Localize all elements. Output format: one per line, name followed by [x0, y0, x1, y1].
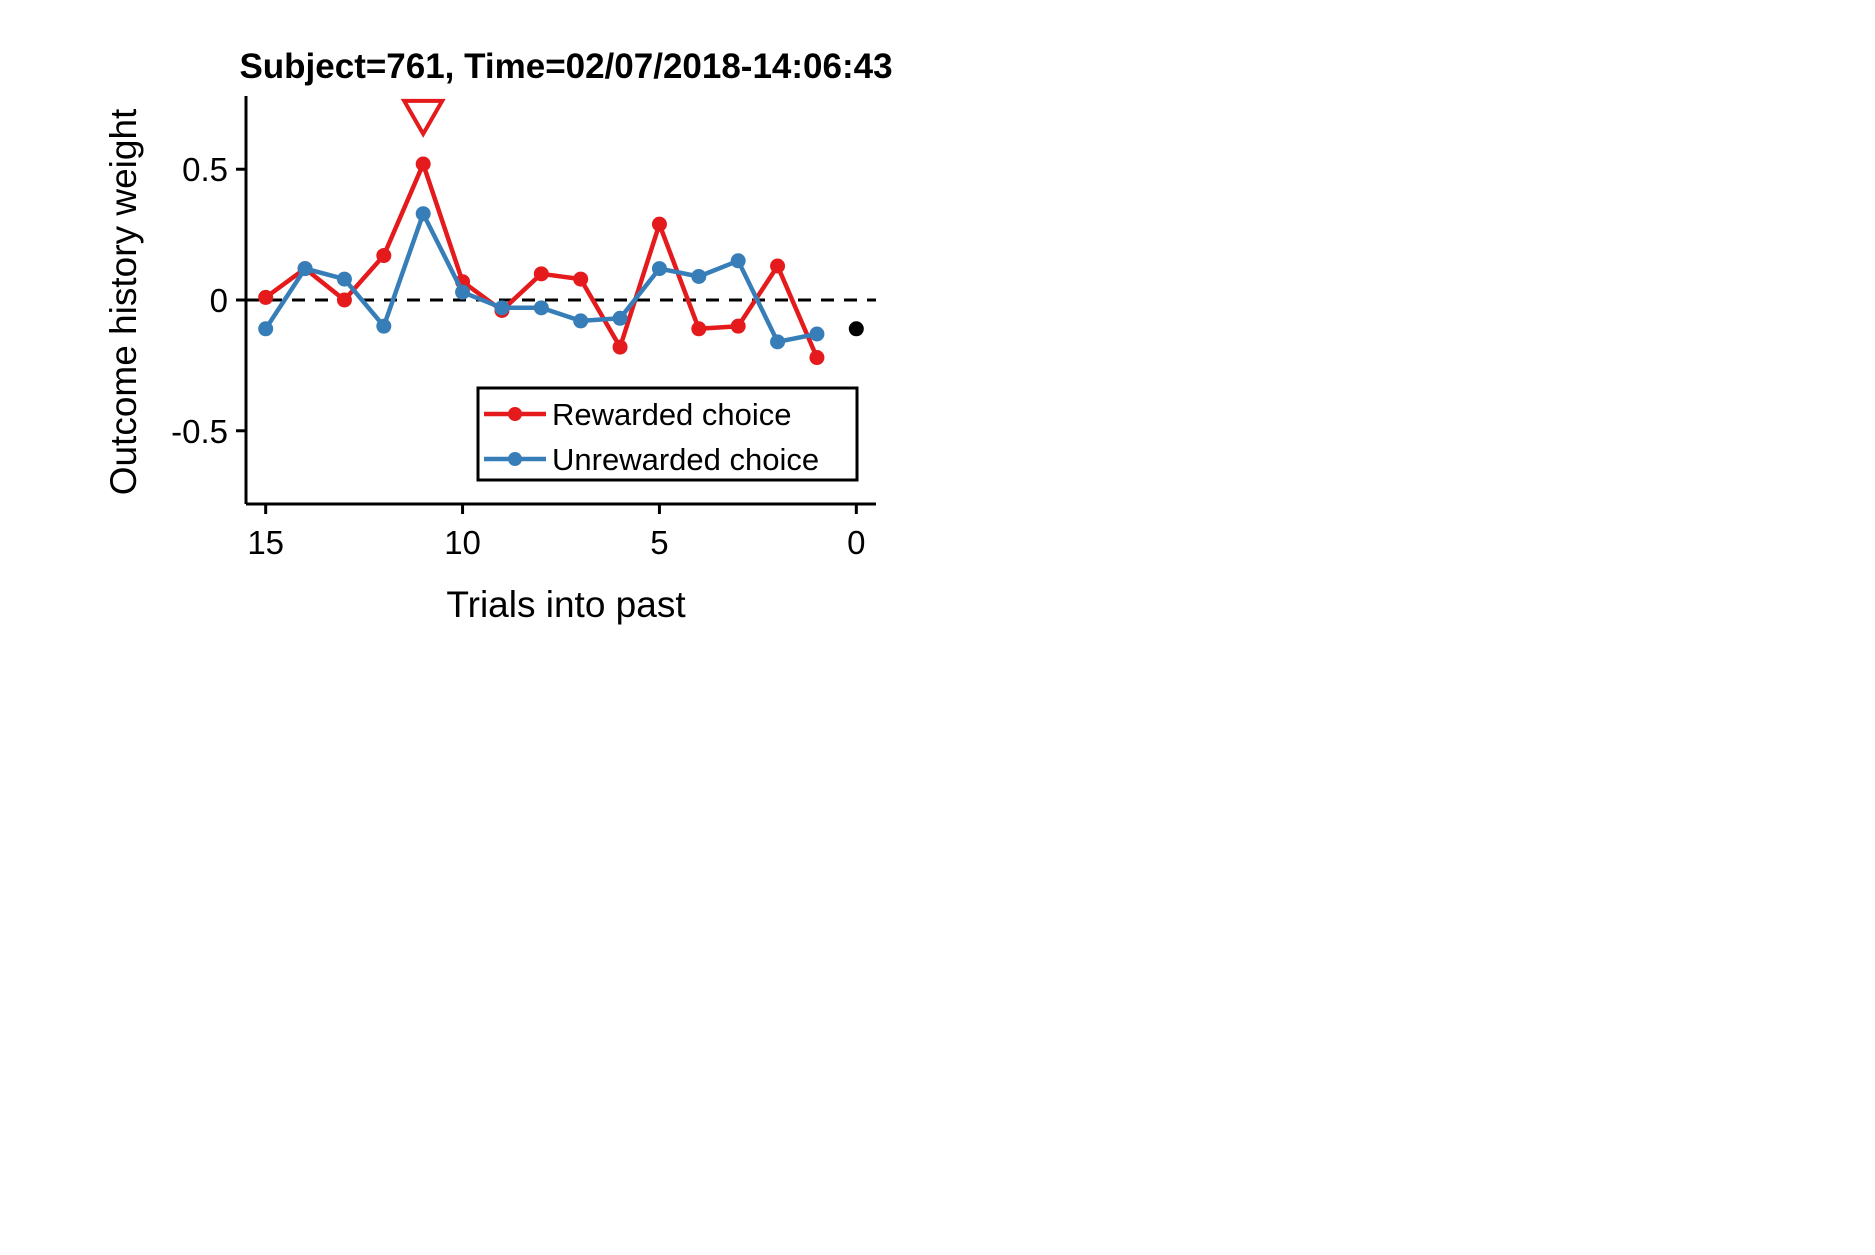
data-point-unrewarded-choice	[297, 261, 313, 277]
x-tick-label: 10	[444, 524, 481, 561]
y-tick-label: -0.5	[171, 413, 228, 450]
data-point-unrewarded-choice	[612, 310, 628, 326]
legend: Rewarded choice Unrewarded choice	[476, 386, 859, 482]
data-point-rewarded-choice	[730, 318, 746, 334]
data-point-unrewarded-choice	[258, 321, 274, 337]
data-point-rewarded-choice	[809, 350, 825, 366]
x-tick-label: 5	[650, 524, 668, 561]
data-point-rewarded-choice	[612, 339, 628, 355]
legend-marker-unrewarded-choice	[508, 452, 522, 466]
data-point-rewarded-choice	[651, 216, 667, 232]
data-point-unrewarded-choice	[730, 253, 746, 269]
data-point-unrewarded-choice	[770, 334, 786, 350]
axes: 15 10 5 0 0.5 0 -0.5	[171, 96, 876, 561]
y-tick-label: 0	[210, 282, 228, 319]
data-point-rewarded-choice	[573, 271, 589, 287]
data-point-unrewarded-choice	[336, 271, 352, 287]
data-point-unrewarded-choice	[415, 206, 431, 222]
legend-marker-rewarded-choice	[508, 407, 522, 421]
data-point-rewarded-choice	[376, 248, 392, 264]
data-point-unrewarded-choice	[376, 318, 392, 334]
legend-label-unrewarded-choice: Unrewarded choice	[552, 442, 819, 477]
y-axis-label: Outcome history weight	[103, 108, 144, 495]
x-tick-label: 15	[247, 524, 284, 561]
legend-box	[476, 386, 859, 482]
data-point-rewarded-choice	[533, 266, 549, 282]
legend-label-rewarded-choice: Rewarded choice	[552, 397, 792, 432]
data-point-rewarded-choice	[336, 292, 352, 308]
data-point-rewarded-choice	[691, 321, 707, 337]
y-tick-label: 0.5	[182, 151, 228, 188]
x-tick-label: 0	[847, 524, 865, 561]
data-point-unrewarded-choice	[494, 300, 510, 316]
chart-title: Subject=761, Time=02/07/2018-14:06:43	[239, 47, 892, 86]
bias-data-point	[848, 321, 864, 337]
marker-layer	[400, 98, 446, 138]
data-point-unrewarded-choice	[533, 300, 549, 316]
data-point-unrewarded-choice	[573, 313, 589, 329]
data-point-unrewarded-choice	[455, 284, 471, 300]
data-point-unrewarded-choice	[651, 261, 667, 277]
x-axis-label: Trials into past	[446, 584, 686, 625]
data-point-unrewarded-choice	[691, 268, 707, 284]
series-unrewarded-choice	[258, 206, 825, 350]
data-point-rewarded-choice	[770, 258, 786, 274]
peak-marker-triangle	[400, 98, 446, 138]
data-point-unrewarded-choice	[809, 326, 825, 342]
data-point-rewarded-choice	[415, 156, 431, 172]
series-layer	[258, 156, 864, 366]
data-point-rewarded-choice	[258, 289, 274, 305]
